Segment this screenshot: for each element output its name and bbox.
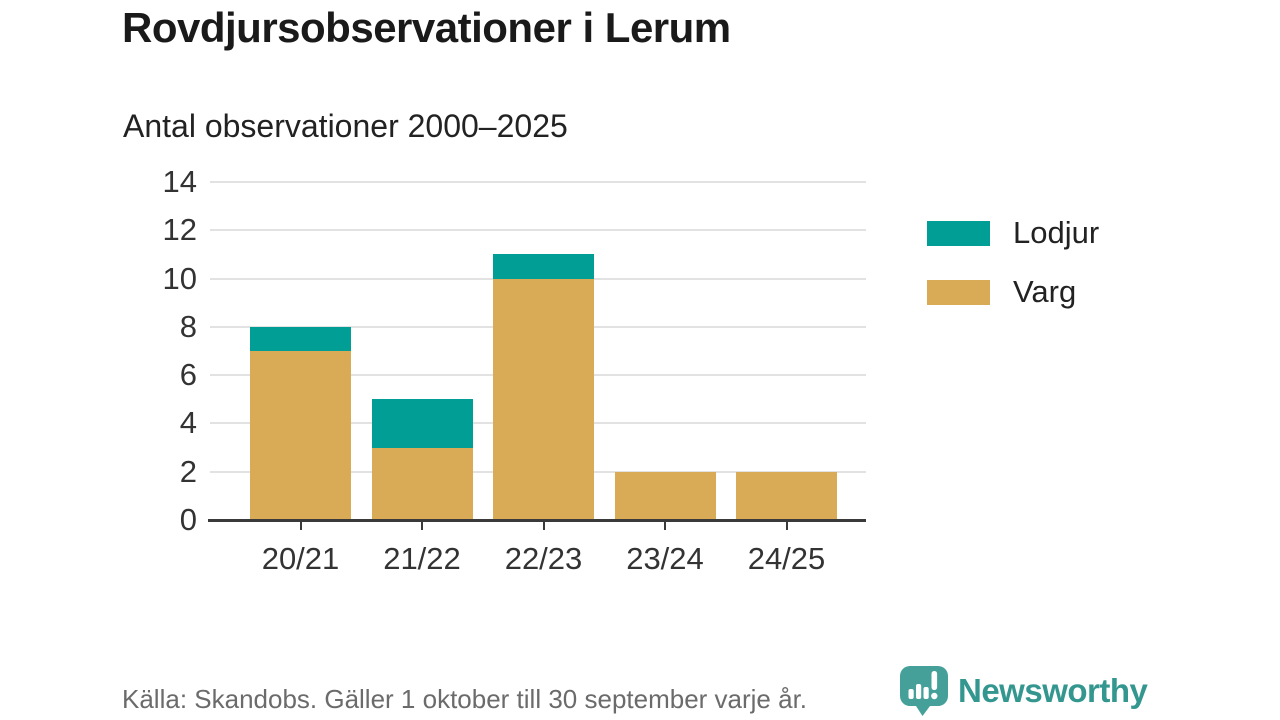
x-axis-tick [299, 521, 302, 530]
chart-subtitle: Antal observationer 2000–2025 [123, 108, 568, 144]
x-axis-tick [421, 521, 423, 530]
bar-segment-varg-24-25 [736, 471, 837, 520]
x-axis-tick-label: 24/25 [747, 541, 826, 576]
newsworthy-wordmark: Newsworthy [958, 672, 1148, 709]
gridline [210, 229, 866, 232]
legend-item-lodjur: Lodjur [927, 215, 1099, 251]
bar-segment-lodjur-22-23 [493, 254, 594, 279]
x-axis-line [208, 519, 866, 522]
y-axis-tick-label: 8 [179, 308, 197, 344]
newsworthy-bubble-chart-icon [900, 666, 948, 716]
y-axis-tick-label: 2 [179, 453, 197, 489]
legend-swatch-varg [927, 279, 990, 305]
x-axis-tick-label: 22/23 [504, 541, 583, 576]
bar-segment-varg-23-24 [614, 471, 716, 520]
chart-legend: Lodjur Varg [927, 215, 1099, 333]
y-axis-tick-label: 10 [162, 260, 197, 296]
x-axis-tick [785, 521, 788, 530]
x-axis-tick-label: 20/21 [261, 541, 340, 576]
bar-segment-varg-22-23 [493, 278, 594, 520]
bar-segment-lodjur-20-21 [250, 326, 351, 351]
x-axis-tick-label: 23/24 [626, 541, 704, 576]
chart-title: Rovdjursobservationer i Lerum [122, 4, 731, 51]
legend-label: Varg [1013, 274, 1077, 309]
y-axis-tick-label: 12 [162, 212, 197, 248]
x-axis-tick [542, 521, 545, 530]
source-note: Källa: Skandobs. Gäller 1 oktober till 3… [122, 684, 808, 714]
gridline [210, 181, 866, 183]
bar-segment-varg-21-22 [371, 447, 473, 520]
legend-label: Lodjur [1013, 215, 1100, 250]
bar-segment-lodjur-21-22 [371, 399, 473, 448]
legend-swatch-lodjur [927, 220, 990, 246]
newsworthy-logo: Newsworthy [898, 664, 1148, 718]
y-axis-tick-label: 0 [179, 502, 197, 537]
y-axis-tick-label: 4 [179, 405, 197, 441]
legend-item-varg: Varg [927, 274, 1099, 310]
x-axis-tick [664, 521, 666, 530]
bar-segment-varg-20-21 [250, 351, 351, 520]
y-axis-tick-label: 6 [179, 357, 197, 393]
y-axis-tick-label: 14 [162, 164, 197, 199]
x-axis-tick-label: 21/22 [383, 541, 461, 576]
